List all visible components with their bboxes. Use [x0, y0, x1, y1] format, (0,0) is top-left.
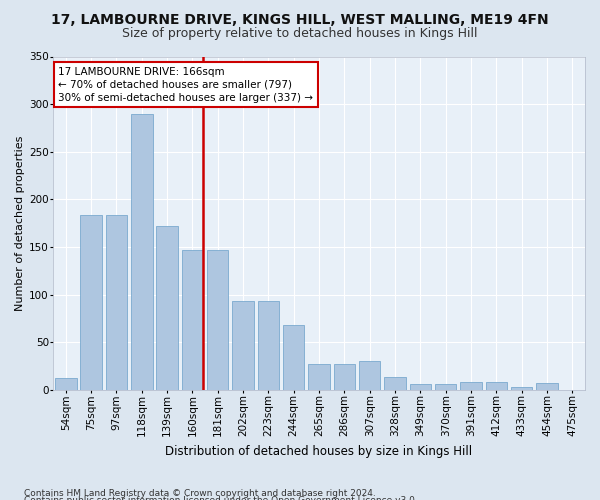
- Bar: [55, 378, 77, 390]
- Bar: [80, 214, 102, 390]
- Text: Contains public sector information licensed under the Open Government Licence v3: Contains public sector information licen…: [24, 496, 418, 500]
- Bar: [485, 382, 507, 390]
- Bar: [207, 250, 229, 390]
- Bar: [308, 364, 330, 390]
- Bar: [157, 226, 178, 390]
- Text: Size of property relative to detached houses in Kings Hill: Size of property relative to detached ho…: [122, 28, 478, 40]
- Text: Contains HM Land Registry data © Crown copyright and database right 2024.: Contains HM Land Registry data © Crown c…: [24, 488, 376, 498]
- Bar: [283, 325, 304, 390]
- X-axis label: Distribution of detached houses by size in Kings Hill: Distribution of detached houses by size …: [166, 444, 473, 458]
- Bar: [410, 384, 431, 390]
- Bar: [232, 302, 254, 390]
- Bar: [384, 378, 406, 390]
- Bar: [106, 214, 127, 390]
- Text: 17, LAMBOURNE DRIVE, KINGS HILL, WEST MALLING, ME19 4FN: 17, LAMBOURNE DRIVE, KINGS HILL, WEST MA…: [51, 12, 549, 26]
- Bar: [536, 383, 558, 390]
- Bar: [182, 250, 203, 390]
- Bar: [257, 302, 279, 390]
- Bar: [460, 382, 482, 390]
- Text: 17 LAMBOURNE DRIVE: 166sqm
← 70% of detached houses are smaller (797)
30% of sem: 17 LAMBOURNE DRIVE: 166sqm ← 70% of deta…: [58, 66, 313, 103]
- Bar: [334, 364, 355, 390]
- Bar: [359, 362, 380, 390]
- Bar: [511, 387, 532, 390]
- Bar: [131, 114, 152, 390]
- Y-axis label: Number of detached properties: Number of detached properties: [15, 136, 25, 311]
- Bar: [435, 384, 457, 390]
